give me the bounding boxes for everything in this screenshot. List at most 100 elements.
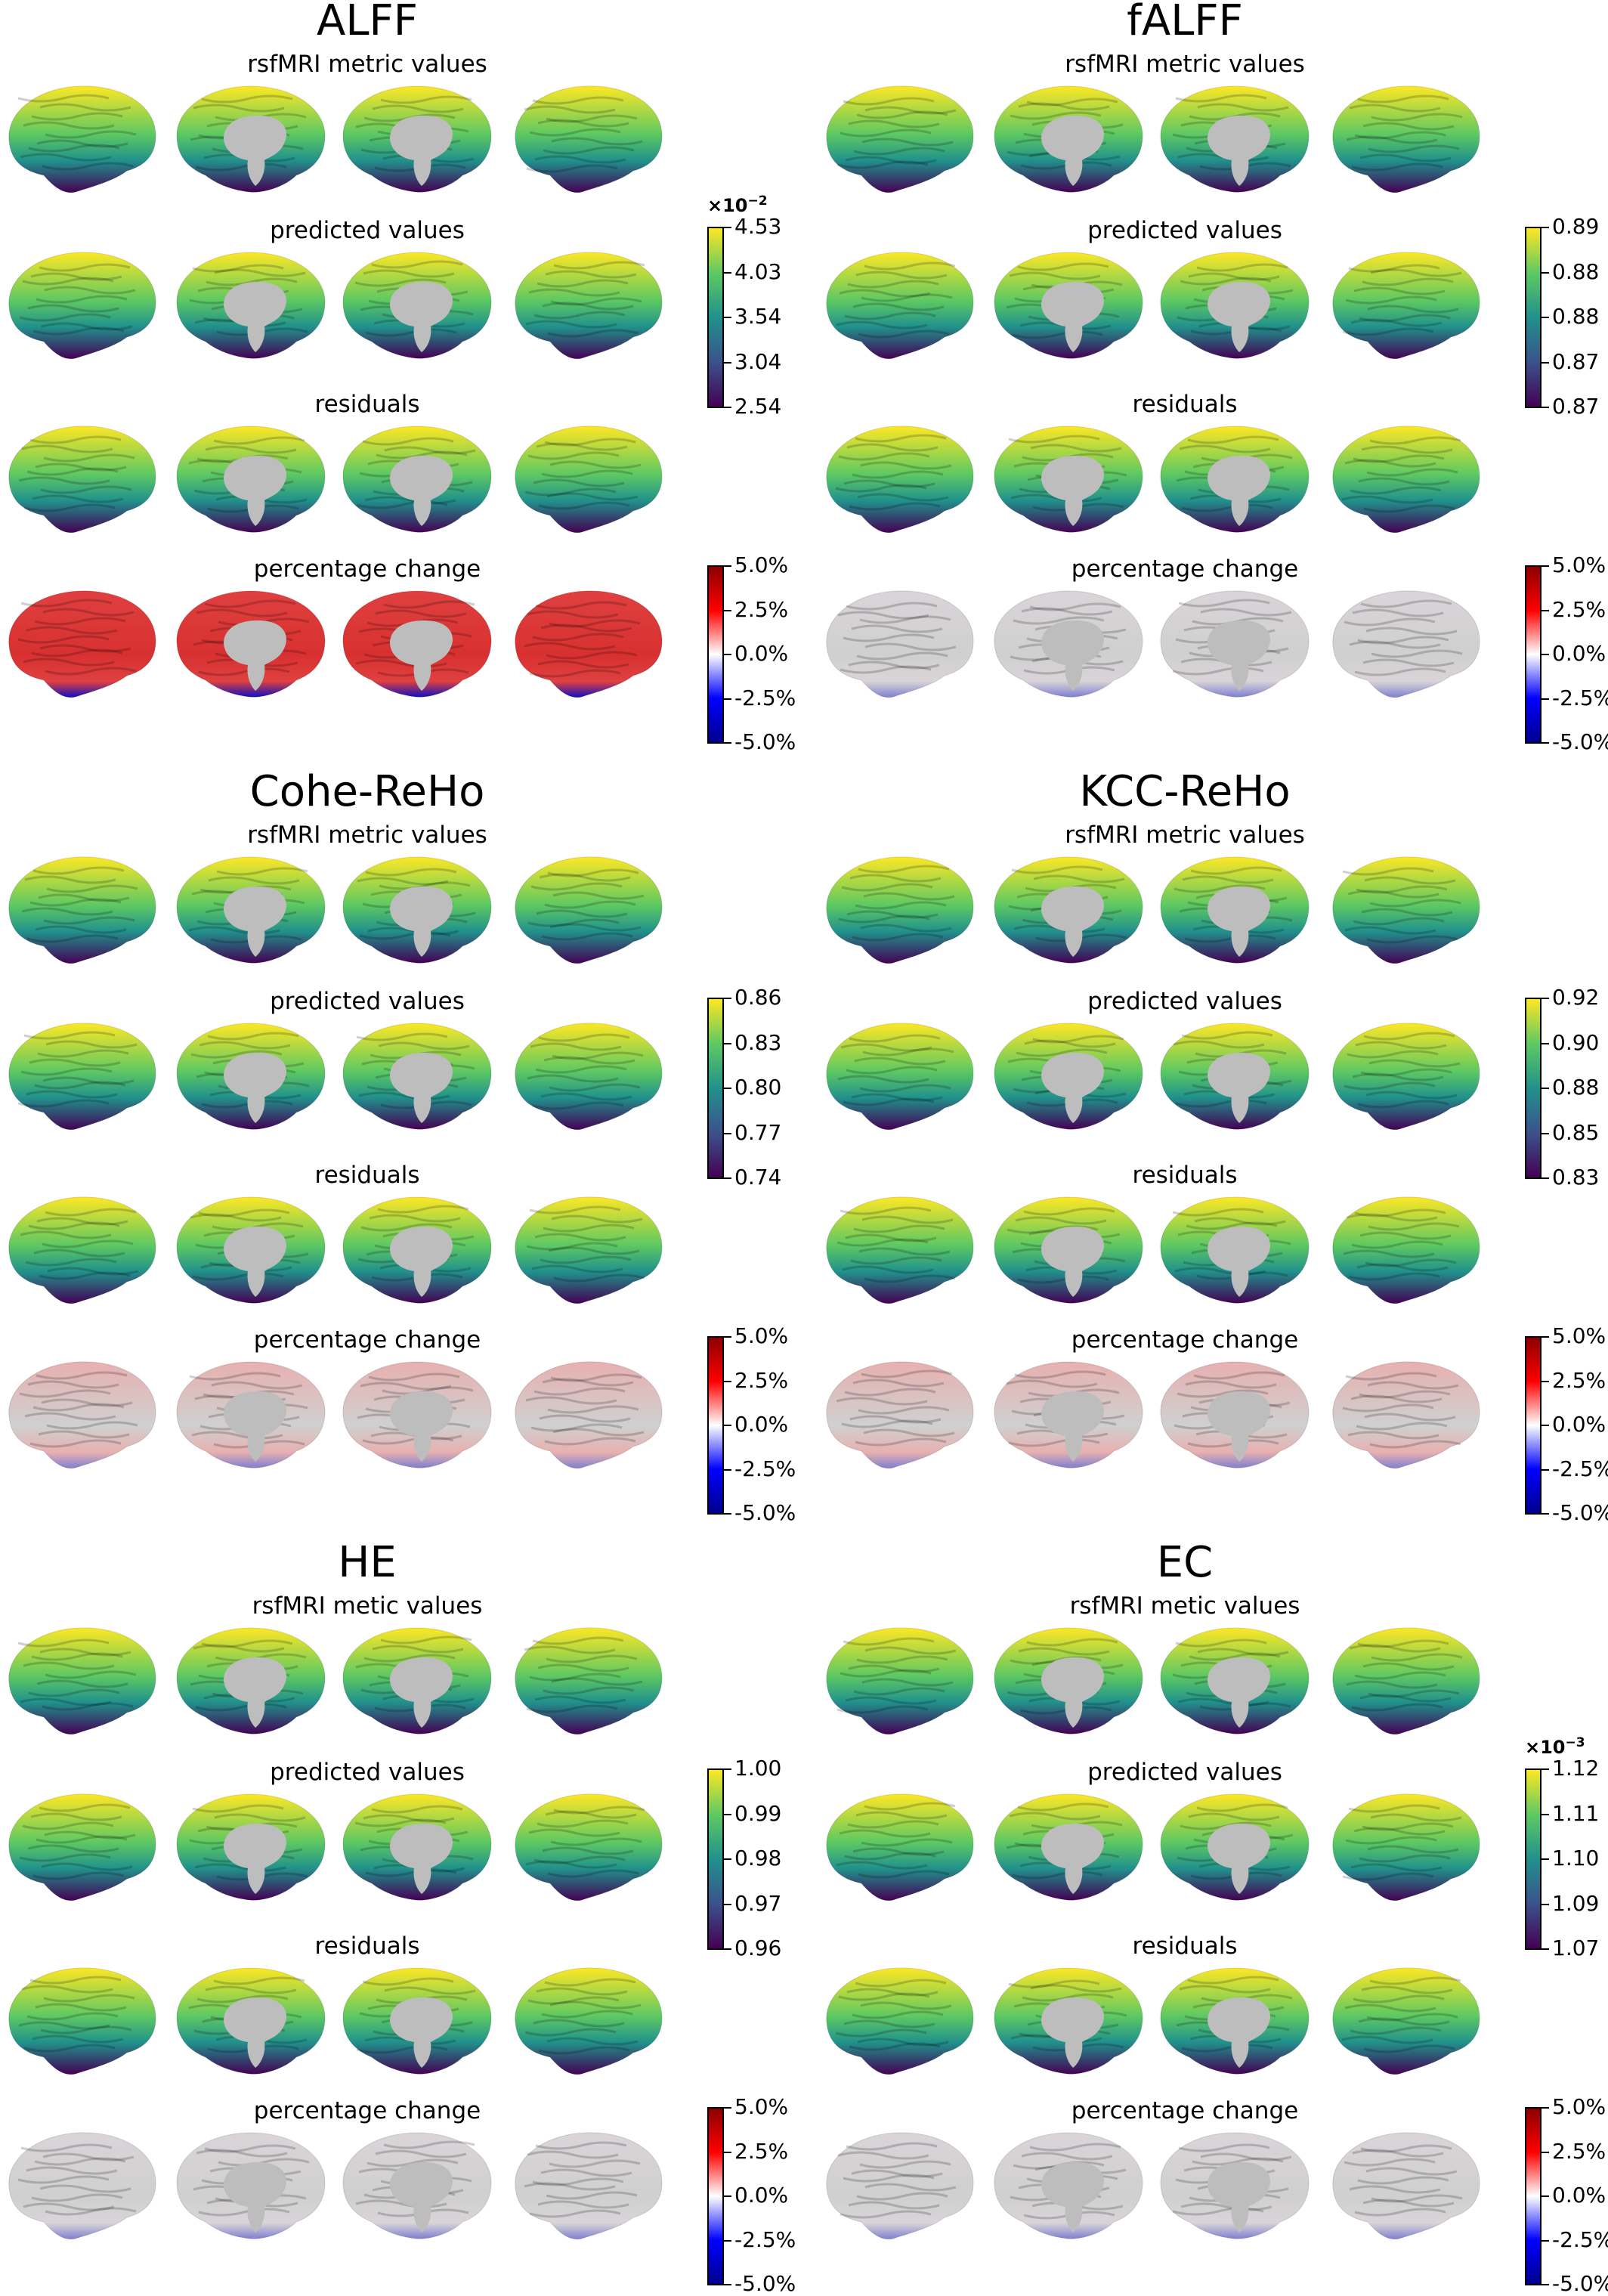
row-label: rsfMRI metric values — [247, 51, 487, 78]
colorbar-tick-label: 0.0% — [734, 1412, 789, 1437]
colorbar-tick-label: 0.87 — [1552, 394, 1600, 419]
colorbar-tick-label: 0.83 — [1552, 1165, 1600, 1190]
colorbar-tick-label: 0.98 — [734, 1846, 782, 1871]
colorbar-tickmark — [724, 2107, 731, 2109]
row-label: residuals — [1132, 391, 1238, 418]
colorbar-tick-label: 0.74 — [734, 1165, 782, 1190]
brain-medial-view — [994, 2132, 1143, 2239]
brain-medial-view — [176, 856, 326, 964]
brain-medial-view — [176, 1627, 326, 1734]
colorbar-tick-label: 0.88 — [1552, 258, 1600, 284]
brain-medial-view — [176, 252, 326, 359]
brain-lateral-view — [1332, 1967, 1480, 2075]
brain-lateral-view — [515, 1627, 663, 1735]
colorbar-tick-label: 4.53 — [734, 214, 782, 239]
colorbar-tick-label: -2.5% — [734, 685, 796, 710]
brain-lateral-view — [8, 85, 156, 193]
row-label: rsfMRI metic values — [252, 1592, 483, 1620]
colorbar-tickmark — [724, 407, 731, 408]
colorbar-tickmark — [1542, 609, 1549, 611]
brain-medial-view — [342, 1023, 492, 1130]
colorbar-tickmark — [724, 2239, 731, 2242]
brain-lateral-view — [1332, 1023, 1480, 1131]
colorbar-percentage — [707, 2107, 724, 2285]
colorbar-tick-label: 1.11 — [1552, 1800, 1600, 1826]
colorbar-tick-label: 0.92 — [1552, 985, 1600, 1010]
colorbar-tickmark — [1542, 1468, 1549, 1471]
brain-medial-view — [1160, 425, 1310, 533]
brain-lateral-view — [1332, 2132, 1480, 2240]
colorbar-tickmark — [1542, 1425, 1549, 1426]
colorbar-tickmark — [724, 1948, 731, 1950]
colorbar-tick-label: 0.89 — [1552, 214, 1600, 239]
colorbar-tickmark — [724, 998, 731, 999]
colorbar-tickmark — [1542, 1948, 1549, 1950]
colorbar-tickmark — [724, 1042, 731, 1044]
colorbar-tick-label: -2.5% — [1552, 1456, 1608, 1481]
brain-lateral-view — [515, 2132, 663, 2240]
brain-medial-view — [1160, 1793, 1310, 1901]
colorbar-tick-label: -2.5% — [1552, 2226, 1608, 2252]
brain-medial-view — [1160, 1023, 1310, 1130]
brain-medial-view — [176, 1196, 326, 1304]
colorbar-tick-label: 0.0% — [1552, 641, 1606, 666]
colorbar-tick-label: 0.88 — [1552, 304, 1600, 329]
colorbar-tick-label: 5.0% — [1552, 1323, 1606, 1348]
colorbar-tick-label: 2.5% — [734, 2138, 789, 2164]
colorbar-tick-label: 0.97 — [734, 1890, 782, 1916]
brain-lateral-view — [826, 1627, 974, 1735]
colorbar-tick-label: -5.0% — [734, 1500, 796, 1525]
brain-medial-view — [994, 252, 1143, 359]
colorbar-value — [1525, 998, 1542, 1179]
brain-lateral-view — [515, 590, 663, 698]
colorbar-tickmark — [1542, 1768, 1549, 1770]
brain-medial-view — [994, 1627, 1143, 1734]
row-label: predicted values — [1087, 1759, 1282, 1786]
colorbar-tick-label: 0.99 — [734, 1800, 782, 1826]
colorbar-percentage — [707, 565, 724, 744]
brain-medial-view — [342, 1793, 492, 1901]
row-label: rsfMRI metric values — [1065, 822, 1305, 849]
colorbar-tick-label: 0.85 — [1552, 1119, 1600, 1145]
colorbar-tickmark — [1542, 317, 1549, 318]
colorbar-tick-label: 5.0% — [734, 1323, 789, 1348]
brain-lateral-view — [8, 252, 156, 360]
brain-medial-view — [994, 425, 1143, 533]
brain-medial-view — [1160, 590, 1310, 698]
colorbar-tickmark — [724, 227, 731, 228]
colorbar-tickmark — [1542, 1336, 1549, 1338]
colorbar-tick-label: 0.80 — [734, 1075, 782, 1100]
brain-medial-view — [176, 85, 326, 193]
brain-lateral-view — [515, 856, 663, 964]
colorbar-tickmark — [1542, 2239, 1549, 2242]
colorbar-value — [707, 227, 724, 408]
colorbar-tickmark — [1542, 742, 1549, 744]
brain-medial-view — [176, 2132, 326, 2239]
colorbar-value — [707, 998, 724, 1179]
colorbar-exponent: ×10−2 — [707, 193, 768, 216]
brain-lateral-view — [515, 425, 663, 534]
row-label: residuals — [314, 391, 420, 418]
colorbar-tick-label: 2.5% — [1552, 2138, 1606, 2164]
panel-title: ALFF — [317, 0, 418, 45]
colorbar-tickmark — [724, 1177, 731, 1179]
colorbar-value — [1525, 227, 1542, 408]
colorbar-tickmark — [724, 1813, 731, 1815]
brain-lateral-view — [8, 856, 156, 964]
brain-medial-view — [176, 590, 326, 698]
colorbar-tickmark — [1542, 227, 1549, 228]
panel-title: KCC-ReHo — [1079, 767, 1291, 816]
colorbar-tickmark — [724, 1088, 731, 1089]
row-label: predicted values — [270, 988, 465, 1015]
colorbar-value — [707, 1768, 724, 1950]
colorbar-tickmark — [1542, 1177, 1549, 1179]
row-label: residuals — [314, 1162, 420, 1189]
colorbar-tickmark — [724, 317, 731, 318]
colorbar-tick-label: 1.07 — [1552, 1936, 1600, 1960]
colorbar-tick-label: 0.77 — [734, 1119, 782, 1145]
brain-lateral-view — [1332, 425, 1480, 534]
brain-medial-view — [994, 856, 1143, 964]
colorbar-tick-label: 0.86 — [734, 985, 782, 1010]
brain-medial-view — [994, 590, 1143, 698]
